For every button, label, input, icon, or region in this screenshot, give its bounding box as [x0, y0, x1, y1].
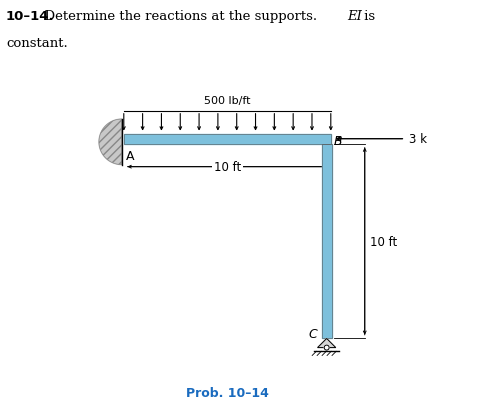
Bar: [322, 145, 332, 339]
Text: 500 lb/ft: 500 lb/ft: [204, 95, 250, 105]
Bar: [124, 134, 331, 145]
Circle shape: [324, 345, 329, 350]
Text: EI: EI: [347, 10, 362, 23]
Bar: [322, 145, 332, 339]
Text: 3 k: 3 k: [409, 133, 427, 146]
Text: constant.: constant.: [6, 37, 67, 50]
Text: is: is: [360, 10, 374, 23]
Text: 10–14.: 10–14.: [6, 10, 55, 23]
Text: A: A: [126, 150, 134, 162]
Bar: [124, 134, 331, 145]
Polygon shape: [99, 120, 122, 165]
Polygon shape: [317, 339, 336, 348]
Text: B: B: [334, 134, 342, 147]
Text: 10 ft: 10 ft: [370, 235, 397, 248]
Text: Determine the reactions at the supports.: Determine the reactions at the supports.: [36, 10, 321, 23]
Text: 10 ft: 10 ft: [214, 161, 241, 174]
Text: C: C: [308, 327, 317, 340]
Text: Prob. 10–14: Prob. 10–14: [186, 386, 269, 399]
